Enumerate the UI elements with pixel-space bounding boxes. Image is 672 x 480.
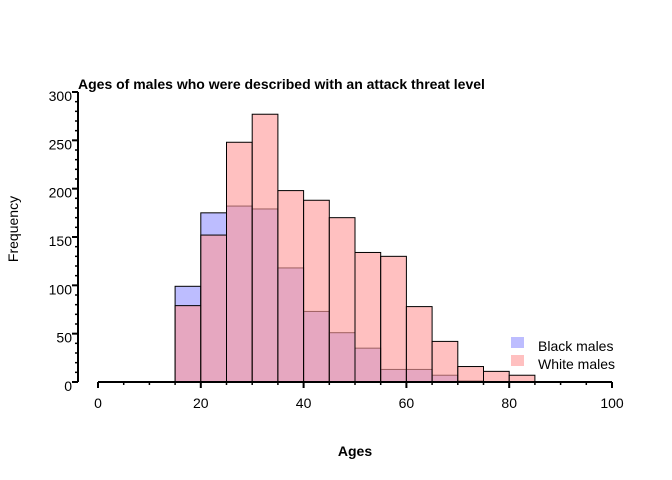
axes: 0 20 40 60 80 100 0 50 100 150 200 250 300: [49, 88, 624, 411]
white-males-bar: [457, 366, 484, 383]
white-males-bar: [277, 190, 305, 383]
y-tick-label: 300: [49, 88, 73, 104]
y-tick-label: 250: [49, 136, 73, 152]
legend-label-white-males: White males: [538, 356, 615, 372]
white-males-bars: [174, 113, 536, 383]
white-males-bar: [328, 217, 356, 383]
white-males-bar: [354, 251, 382, 383]
white-males-bar: [508, 374, 536, 383]
white-males-bar: [200, 234, 228, 383]
x-tick-label: 80: [501, 395, 517, 411]
white-males-bar: [303, 199, 330, 383]
legend-swatch-white-males: [511, 355, 524, 366]
y-tick-label: 200: [49, 185, 73, 201]
white-males-bar: [431, 340, 459, 383]
legend-swatch-black-males: [511, 337, 524, 348]
x-tick-label: 60: [399, 395, 415, 411]
legend: Black males White males: [511, 337, 615, 372]
x-tick-label: 40: [296, 395, 312, 411]
chart-title: Ages of males who were described with an…: [78, 76, 485, 92]
y-tick-label: 50: [56, 330, 72, 346]
y-tick-label: 100: [49, 281, 73, 297]
y-tick-label: 150: [49, 233, 73, 249]
white-males-bar: [226, 141, 253, 383]
white-males-bar: [380, 255, 407, 383]
x-tick-label: 100: [600, 395, 624, 411]
legend-label-black-males: Black males: [538, 338, 613, 354]
x-axis-label: Ages: [338, 443, 372, 459]
y-axis-label: Frequency: [5, 196, 21, 262]
x-tick-label: 0: [94, 395, 102, 411]
white-males-bar: [251, 113, 279, 383]
y-tick-label: 0: [64, 378, 72, 394]
white-males-bar: [405, 306, 433, 383]
x-tick-label: 20: [193, 395, 209, 411]
white-males-bar: [174, 305, 202, 383]
white-males-bar: [483, 370, 510, 383]
